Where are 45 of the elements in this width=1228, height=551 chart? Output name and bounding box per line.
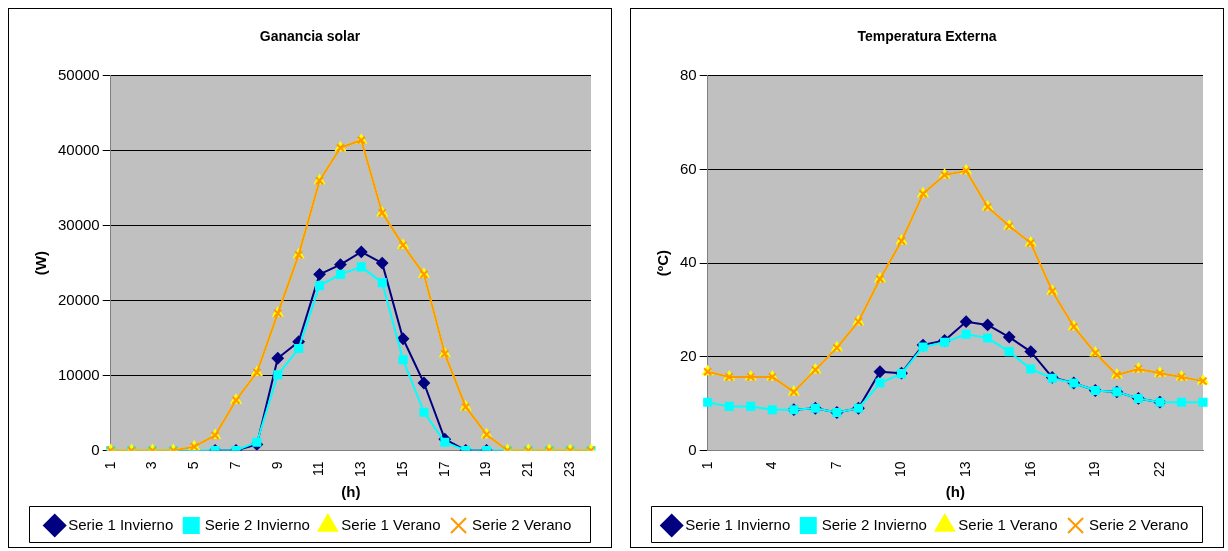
- x-tick-label: 19: [477, 461, 494, 478]
- x-tick-label: 21: [519, 461, 536, 478]
- y-tick-label: 0: [688, 440, 697, 458]
- legend-label: Serie 1 Verano: [341, 515, 441, 533]
- y-axis-title: (W): [32, 251, 50, 276]
- x-axis-title: (h): [945, 483, 965, 501]
- x-tick-label: 22: [1150, 461, 1167, 478]
- legend-label: Serie 2 Invierno: [204, 515, 310, 533]
- legend-label: Serie 2 Verano: [472, 515, 572, 533]
- x-tick-label: 1: [698, 461, 715, 470]
- y-tick-label: 10000: [57, 365, 100, 383]
- legend-label: Serie 1 Invierno: [685, 515, 791, 533]
- x-tick-label: 1: [101, 461, 118, 470]
- x-tick-label: 19: [1086, 461, 1103, 478]
- y-tick-label: 20000: [57, 290, 100, 308]
- y-tick-label: 80: [680, 65, 697, 83]
- x-tick-label: 7: [226, 461, 243, 470]
- y-tick-label: 30000: [57, 215, 100, 233]
- y-tick-label: 60: [680, 159, 697, 177]
- x-axis-title: (h): [341, 483, 361, 501]
- x-tick-label: 15: [393, 461, 410, 478]
- x-tick-label: 13: [956, 461, 973, 478]
- x-tick-label: 16: [1021, 461, 1038, 478]
- chart-title: Temperatura Externa: [857, 28, 997, 45]
- legend-label: Serie 2 Invierno: [821, 515, 927, 533]
- x-tick-label: 5: [185, 461, 202, 470]
- y-tick-label: 40000: [57, 140, 100, 158]
- x-tick-label: 3: [143, 461, 160, 470]
- y-tick-label: 40: [680, 253, 697, 271]
- x-tick-label: 9: [268, 461, 285, 470]
- y-axis-title: (ºC): [654, 249, 672, 277]
- y-tick-label: 20: [680, 346, 697, 364]
- x-tick-label: 7: [827, 461, 844, 470]
- legend-label: Serie 2 Verano: [1089, 515, 1189, 533]
- y-tick-label: 0: [91, 440, 100, 458]
- legend-label: Serie 1 Verano: [958, 515, 1058, 533]
- x-tick-label: 13: [352, 461, 369, 478]
- x-tick-label: 11: [310, 461, 327, 476]
- legend-label: Serie 1 Invierno: [68, 515, 174, 533]
- x-tick-label: 10: [892, 461, 909, 478]
- x-tick-label: 23: [560, 461, 577, 478]
- x-tick-label: 4: [763, 461, 780, 470]
- chart-title: Ganancia solar: [259, 28, 361, 45]
- x-tick-label: 17: [435, 461, 452, 478]
- y-tick-label: 50000: [57, 65, 100, 83]
